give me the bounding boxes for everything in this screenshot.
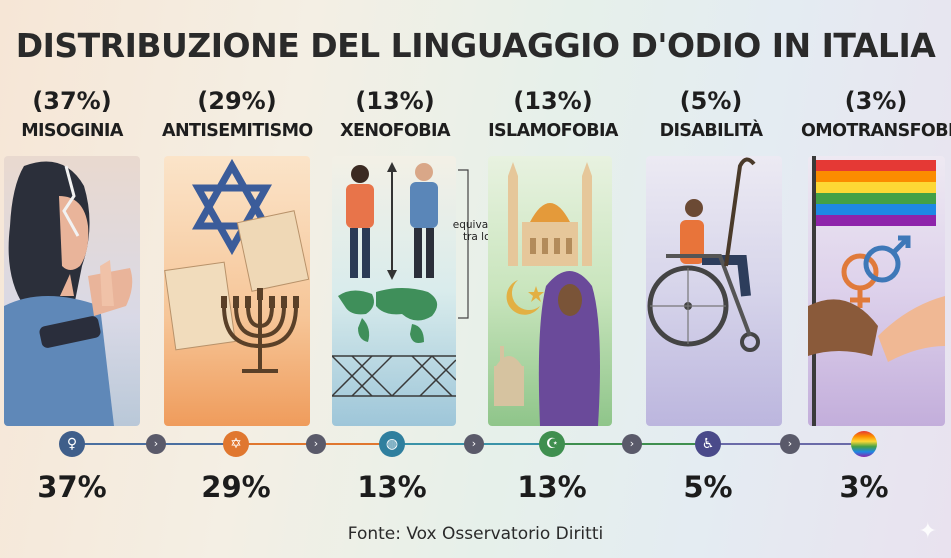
chevron-right-icon: › [780,434,800,454]
category-percent-label: (13%) [355,87,435,115]
category-header-xenofobia: (13%) XENOFOBIA [320,86,470,146]
chevron-right-icon: › [146,434,166,454]
disabilita-illustration [646,156,782,426]
wheelchair-icon [647,199,760,352]
crescent-star-icon: ☪ [539,431,565,457]
category-header-islamofobia: (13%) ISLAMOFOBIA [478,86,628,146]
islamofobia-illustration [488,156,612,426]
category-value: 5% [683,470,733,504]
star-of-david-icon: ✡ [223,431,249,457]
category-value: 37% [37,470,107,504]
category-value: 13% [357,470,427,504]
bracket-icon [458,169,469,319]
globe-icon: ◍ [379,431,405,457]
star-of-david-icon [191,158,273,256]
category-header-disabilita: (5%) DISABILITÀ [636,86,786,146]
category-percent-label: (3%) [844,87,908,115]
category-header-misoginia: (37%) MISOGINIA [0,86,147,146]
antisemitismo-illustration [164,156,310,426]
misoginia-illustration [4,156,140,426]
chevron-right-icon: › [622,434,642,454]
category-value: 3% [839,470,889,504]
category-header-antisemitismo: (29%) ANTISEMITISMO [162,86,313,146]
category-name: DISABILITÀ [659,121,763,141]
rainbow-flag-icon [851,431,877,457]
source-caption: Fonte: Vox Osservatorio Diritti [347,524,604,544]
omotransfobia-illustration [808,156,945,426]
rainbow-flag-icon [812,156,936,426]
timeline: ♀ › ✡ › ◍ › ☪ › ♿ › [0,424,951,464]
category-header-omotransfobia: (3%) OMOTRANSFOBIA [801,86,951,146]
category-percent-label: (13%) [513,87,593,115]
category-name: XENOFOBIA [340,121,450,141]
venus-icon: ♀ [59,431,85,457]
category-name: ISLAMOFOBIA [488,121,618,141]
category-value: 13% [517,470,587,504]
category-percent-label: (37%) [32,87,112,115]
chevron-right-icon: › [306,434,326,454]
category-name: ANTISEMITISMO [162,121,313,141]
category-value: 29% [201,470,271,504]
chevron-right-icon: › [464,434,484,454]
wheelchair-icon: ♿ [695,431,721,457]
page-title: DISTRIBUZIONE DEL LINGUAGGIO D'ODIO IN I… [15,26,936,65]
category-percent-label: (5%) [679,87,743,115]
xenofobia-illustration [332,156,456,426]
category-percent-label: (29%) [197,87,277,115]
category-name: OMOTRANSFOBIA [801,121,951,141]
sparkle-icon: ✦ [918,519,937,544]
category-name: MISOGINIA [21,121,123,141]
